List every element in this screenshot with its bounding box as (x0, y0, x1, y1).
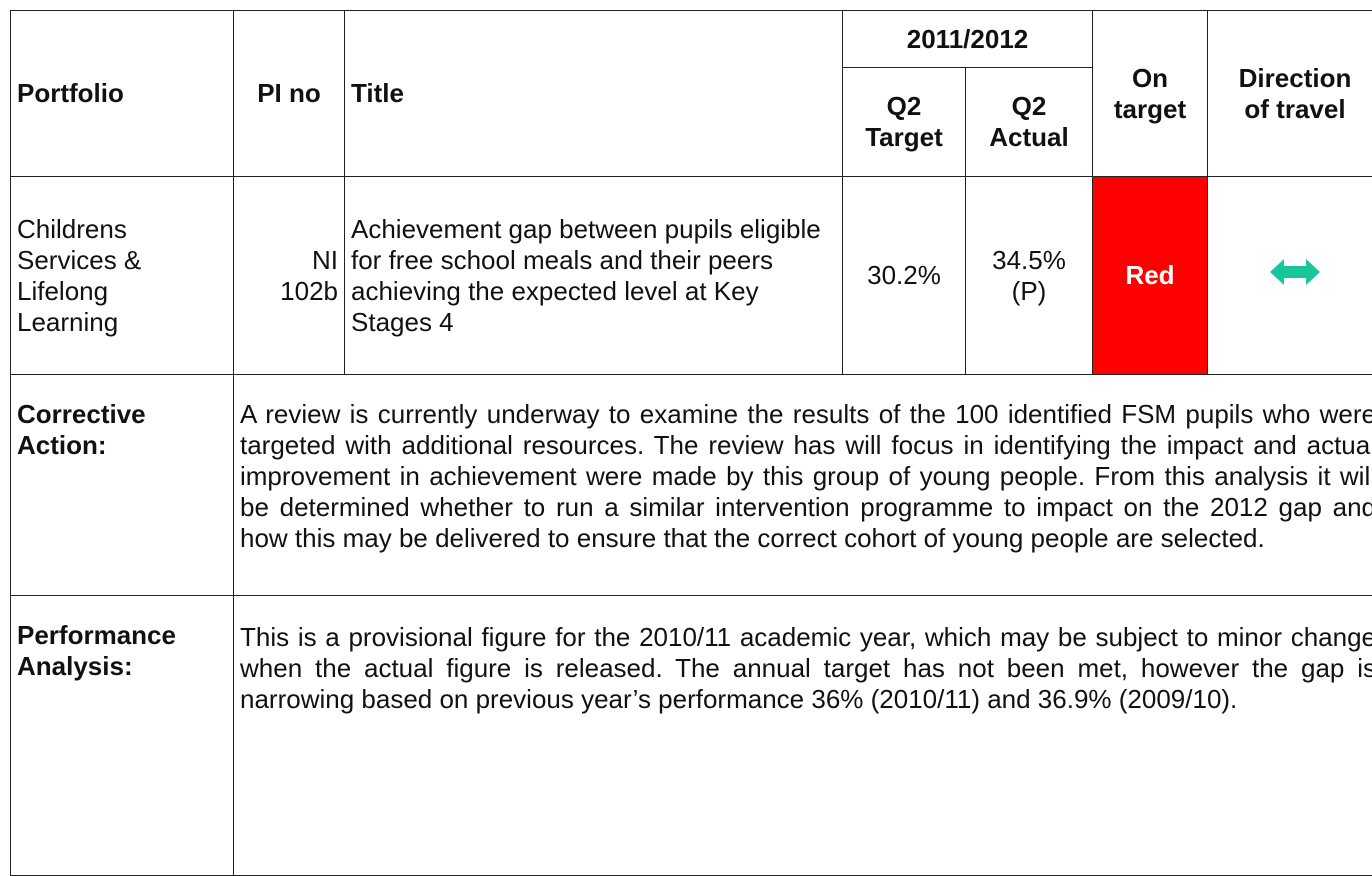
row-direction (1208, 177, 1372, 375)
header-q2-target: Q2 Target (843, 68, 966, 177)
row-pi-no: NI 102b (234, 177, 345, 375)
corrective-text: A review is currently underway to examin… (234, 375, 1372, 596)
header-on-target: On target (1093, 11, 1208, 177)
header-pi-no: PI no (234, 11, 345, 177)
performance-text: This is a provisional figure for the 201… (234, 596, 1372, 876)
row-title: Achievement gap between pupils eligible … (345, 177, 843, 375)
row-on-target: Red (1093, 177, 1208, 375)
pi-table: Portfolio PI no Title 2011/2012 On targe… (10, 10, 1372, 876)
corrective-label: Corrective Action: (11, 375, 234, 596)
header-period: 2011/2012 (843, 11, 1093, 68)
row-q2-actual: 34.5% (P) (966, 177, 1093, 375)
direction-arrow (1270, 257, 1320, 287)
row-portfolio: Childrens Services & Lifelong Learning (11, 177, 234, 375)
header-q2-actual: Q2 Actual (966, 68, 1093, 177)
performance-label: Performance Analysis: (11, 596, 234, 876)
header-title: Title (345, 11, 843, 177)
header-direction: Direction of travel (1208, 11, 1372, 177)
row-q2-target: 30.2% (843, 177, 966, 375)
header-portfolio: Portfolio (11, 11, 234, 177)
